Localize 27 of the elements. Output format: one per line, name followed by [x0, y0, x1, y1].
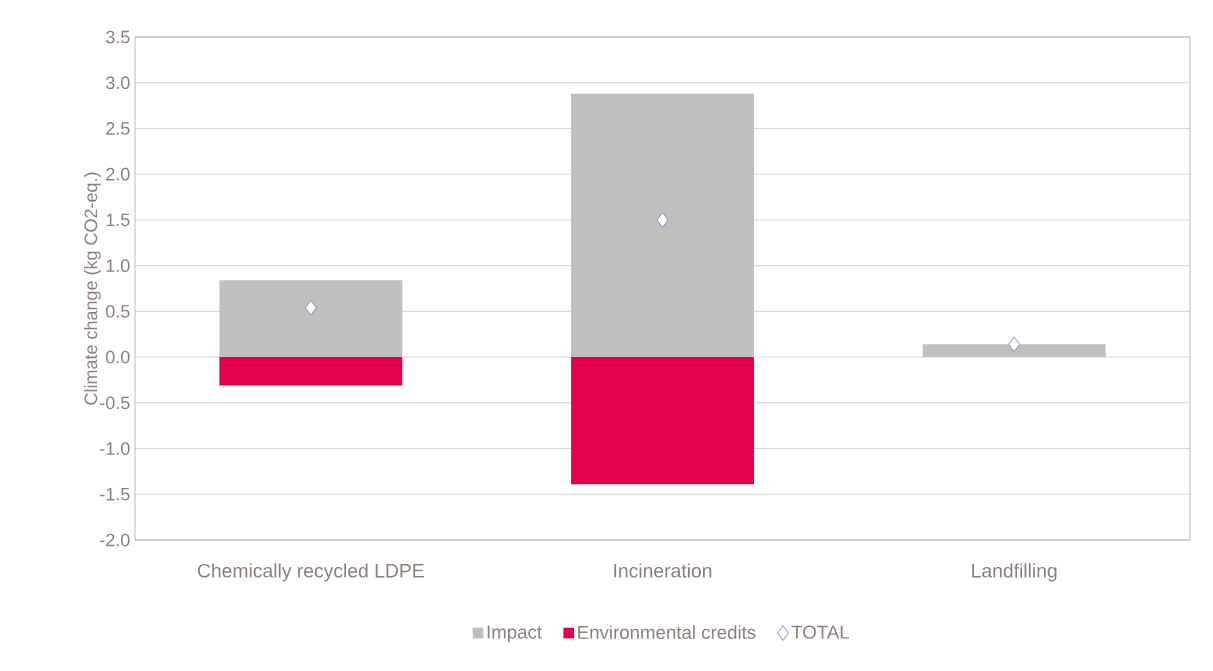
legend-label: Impact [487, 625, 542, 643]
y-tick-label: 2.5 [106, 122, 130, 135]
y-tick-label: 0.0 [105, 350, 130, 364]
bar [922, 344, 1106, 358]
y-tick-label: 2.0 [106, 167, 130, 181]
legend-label: Environmental credits [578, 625, 756, 639]
legend-label: TOTAL [791, 625, 850, 639]
y-tick-label: 3.0 [105, 76, 130, 90]
bar [219, 357, 403, 386]
x-tick-label: Incineration [614, 563, 712, 578]
y-tick-label: -0.5 [100, 396, 130, 410]
point [656, 212, 669, 228]
bar [571, 357, 754, 485]
y-tick-label: 1.5 [106, 213, 130, 227]
y-tick-label: -1.0 [100, 442, 130, 455]
y-tick-label: -2.0 [100, 533, 130, 547]
y-tick-label: 3.5 [105, 30, 130, 44]
y-tick-label: 0.5 [105, 304, 130, 318]
x-tick-label: Landfilling [972, 563, 1057, 582]
x-tick-label: Chemically recycled LDPE [197, 563, 424, 582]
point [304, 299, 317, 316]
bar [219, 280, 403, 358]
y-axis-title: Climate change (kg CO2-eq.) [84, 172, 101, 405]
y-tick-label: 1.0 [106, 259, 130, 272]
y-tick-label: -1.5 [100, 488, 130, 501]
bar [571, 93, 754, 358]
point [1008, 336, 1021, 353]
